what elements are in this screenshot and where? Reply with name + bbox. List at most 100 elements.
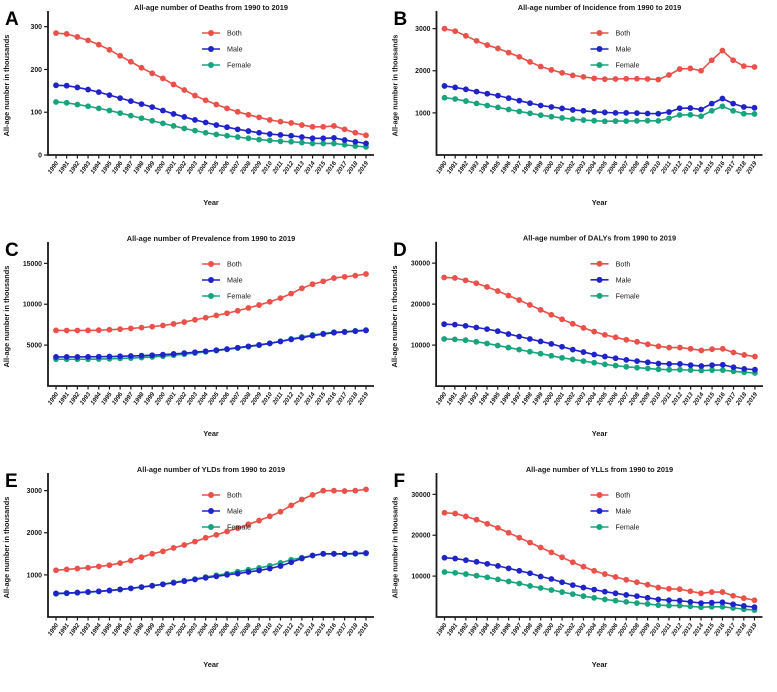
data-point-male <box>526 336 533 342</box>
data-point-both <box>730 57 737 64</box>
data-point-male <box>320 331 327 337</box>
axes <box>47 242 374 387</box>
data-point-female <box>709 367 715 374</box>
data-point-male <box>666 361 673 367</box>
data-point-both <box>74 565 81 572</box>
data-point-male <box>601 353 608 360</box>
data-point-male <box>341 550 348 557</box>
data-point-both <box>698 67 704 74</box>
data-point-both <box>288 290 295 297</box>
y-axis-label: All-age number in thousands <box>391 35 400 137</box>
panel-letter: C <box>5 240 19 261</box>
panel-letter: F <box>394 471 406 492</box>
x-tick-label: 2013 <box>292 622 307 639</box>
data-point-female <box>473 100 480 107</box>
data-point-male <box>160 351 166 358</box>
x-tick-label: 2003 <box>573 622 588 639</box>
x-tick-label: 2008 <box>238 391 253 408</box>
y-tick-label: 30000 <box>411 492 430 499</box>
x-tick-label: 2017 <box>335 622 350 639</box>
data-point-both <box>537 544 544 551</box>
x-tick-label: 2006 <box>217 622 232 639</box>
data-point-both <box>106 562 113 569</box>
data-point-male <box>160 107 166 114</box>
data-point-male <box>677 361 683 367</box>
data-point-both <box>730 349 737 356</box>
y-axis-label: All-age number in thousands <box>2 266 11 368</box>
legend-marker-both <box>208 261 214 267</box>
data-point-male <box>363 140 369 147</box>
x-axis-label: Year <box>203 660 219 669</box>
data-point-male <box>452 84 459 91</box>
data-point-male <box>569 582 576 589</box>
data-point-female <box>740 110 747 117</box>
legend-label-both: Both <box>227 260 242 269</box>
data-point-female <box>634 117 640 124</box>
x-tick-label: 2009 <box>638 160 653 177</box>
data-point-both <box>708 57 715 64</box>
x-tick-label: 2007 <box>616 622 631 639</box>
x-tick-label: 2000 <box>153 622 168 639</box>
data-point-both <box>548 311 555 318</box>
data-point-both <box>687 588 694 595</box>
data-point-male <box>601 109 608 116</box>
x-tick-label: 2019 <box>356 391 371 408</box>
data-point-female <box>441 569 448 575</box>
data-point-both <box>505 529 512 536</box>
data-point-female <box>623 363 630 370</box>
data-point-male <box>505 331 512 337</box>
data-point-male <box>234 570 241 577</box>
x-tick-label: 2004 <box>584 622 599 639</box>
data-point-both <box>277 118 284 125</box>
data-point-female <box>623 118 630 124</box>
data-point-male <box>298 334 305 341</box>
data-point-both <box>719 47 726 54</box>
data-point-female <box>495 104 501 111</box>
data-point-male <box>74 589 81 596</box>
data-point-male <box>256 129 262 136</box>
data-point-female <box>117 110 124 116</box>
x-tick-label: 2004 <box>196 391 211 408</box>
data-point-both <box>484 42 491 48</box>
series-line-female <box>444 96 755 123</box>
data-point-male <box>266 340 273 347</box>
data-point-both <box>559 316 565 323</box>
data-point-both <box>537 63 544 70</box>
data-point-male <box>708 100 715 107</box>
data-point-male <box>655 596 662 603</box>
data-point-female <box>687 603 694 610</box>
x-tick-label: 2005 <box>595 391 610 408</box>
x-tick-label: 2019 <box>744 622 759 639</box>
panel-dalys: D All-age number of DALYs from 1990 to 20… <box>388 230 777 462</box>
data-point-male <box>63 82 70 89</box>
data-point-male <box>245 343 252 350</box>
data-point-both <box>266 117 273 123</box>
legend-label-male: Male <box>616 45 632 54</box>
data-point-male <box>441 321 448 328</box>
x-tick-label: 2016 <box>324 160 339 177</box>
y-tick-label: 10000 <box>411 343 430 350</box>
legend-marker-female <box>596 524 603 530</box>
data-point-male <box>181 578 188 585</box>
data-point-male <box>127 353 134 359</box>
x-tick-label: 2003 <box>185 622 200 639</box>
axes <box>435 11 763 156</box>
x-tick-label: 2015 <box>702 391 717 408</box>
x-tick-label: 2002 <box>174 622 189 639</box>
data-point-male <box>277 132 284 138</box>
data-point-male <box>505 565 512 572</box>
legend-label-female: Female <box>616 523 640 532</box>
data-point-male <box>516 333 523 340</box>
data-point-both <box>138 324 145 331</box>
data-point-female <box>473 338 480 345</box>
data-point-female <box>277 138 284 145</box>
data-point-both <box>698 347 705 354</box>
data-point-both <box>708 589 715 595</box>
x-tick-label: 2018 <box>734 391 749 408</box>
legend-marker-male <box>596 46 603 52</box>
data-point-male <box>462 322 469 329</box>
legend-marker-male <box>596 276 603 283</box>
chart-title: All-age number of YLDs from 1990 to 2019 <box>137 465 285 474</box>
data-point-male <box>63 354 70 360</box>
data-point-female <box>569 356 576 363</box>
